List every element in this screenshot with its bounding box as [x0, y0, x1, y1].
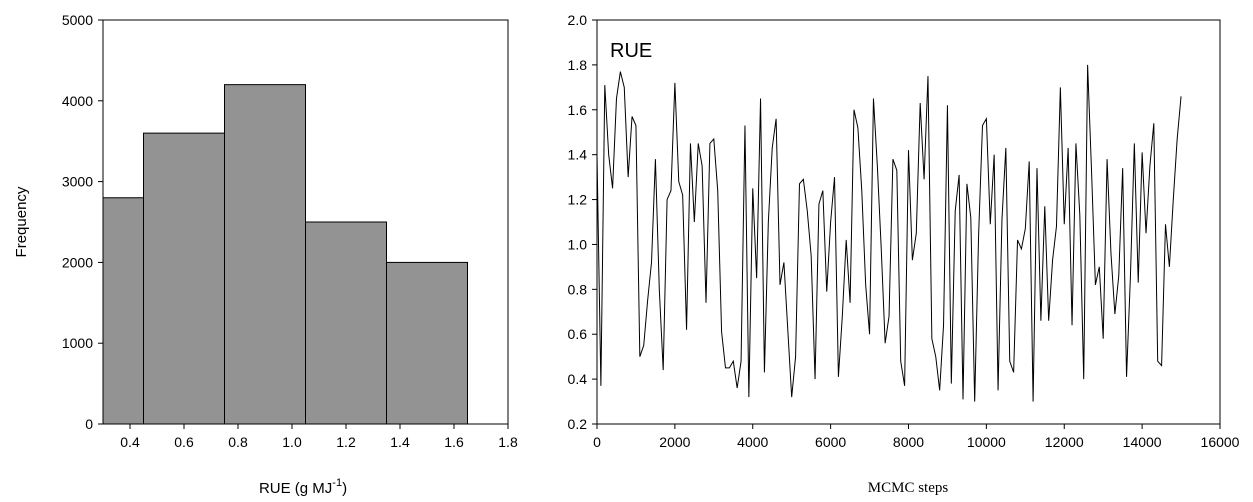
trace-y-tick-label: 1.4: [568, 147, 588, 163]
histogram-y-tick-label: 4000: [62, 93, 93, 109]
trace-y-tick-label: 1.6: [568, 102, 588, 118]
histogram-bar-0: [102, 197, 144, 425]
trace-y-tick-label: 1.2: [568, 192, 588, 208]
trace-y-tick-label: 2.0: [568, 12, 588, 28]
histogram-bar-4: [386, 261, 468, 425]
trace-x-axis-title: MCMC steps: [868, 480, 949, 496]
trace-x-tick-label: 6000: [815, 434, 846, 450]
histogram-y-tick-label: 0: [85, 416, 93, 432]
trace-x-tick-label: 14000: [1123, 434, 1162, 450]
trace-x-tick-label: 2000: [659, 434, 690, 450]
histogram-x-tick-label: 1.4: [390, 434, 410, 450]
histogram-y-tick-label: 3000: [62, 174, 93, 190]
histogram-y-tick-label: 1000: [62, 335, 93, 351]
histogram-x-tick-label: 1.2: [336, 434, 356, 450]
trace-x-tick-label: 8000: [893, 434, 924, 450]
trace-y-tick-label: 0.6: [568, 326, 588, 342]
trace-x-tick-label: 4000: [737, 434, 768, 450]
histogram-y-tick-label: 2000: [62, 254, 93, 270]
trace-panel-label: RUE: [610, 40, 652, 62]
trace-y-tick-label: 0.2: [568, 416, 588, 432]
histogram-x-axis-title: RUE (g MJ-1): [259, 477, 347, 497]
histogram-y-axis-title: Frequency: [13, 186, 30, 257]
histogram-x-ticks: 0.4 0.6 0.8 1.0 1.2 1.4 1.6 1.8: [120, 424, 518, 450]
histogram-bars: [102, 84, 468, 425]
histogram-bar-3: [305, 221, 387, 425]
histogram-x-tick-label: 0.8: [228, 434, 248, 450]
histogram-plot-frame: [102, 19, 509, 425]
trace-y-ticks: 0.2 0.4 0.6 0.8 1.0 1.2 1.4 1.6 1.8 2.0: [568, 12, 597, 432]
trace-x-tick-label: 0: [593, 434, 601, 450]
trace-y-tick-label: 1.0: [568, 236, 588, 252]
histogram-bar-2: [224, 84, 306, 425]
histogram-x-tick-label: 1.0: [282, 434, 302, 450]
trace-x-ticks: 0 2000 4000 6000 8000 10000 12000 14000 16000: [593, 424, 1240, 450]
trace-y-tick-label: 0.8: [568, 281, 588, 297]
histogram-x-tick-label: 0.6: [174, 434, 194, 450]
trace-y-tick-label: 1.8: [568, 57, 588, 73]
trace-x-tick-label: 16000: [1201, 434, 1240, 450]
histogram-panel: 0.4 0.6 0.8 1.0 1.2 1.4 1.6 1.8 0 1000 2000 3000 40…: [13, 12, 518, 497]
trace-panel: 0 2000 4000 6000 8000 10000 12000 14000 16000 0.…: [568, 12, 1240, 496]
histogram-y-tick-label: 5000: [62, 12, 93, 28]
trace-y-tick-label: 0.4: [568, 371, 588, 387]
trace-series-line: [596, 64, 1182, 402]
trace-x-tick-label: 10000: [967, 434, 1006, 450]
histogram-x-tick-label: 1.6: [444, 434, 464, 450]
histogram-x-tick-label: 1.8: [498, 434, 518, 450]
histogram-y-ticks: 0 1000 2000 3000 4000 5000: [62, 12, 103, 432]
histogram-bar-1: [143, 132, 225, 425]
histogram-x-tick-label: 0.4: [120, 434, 140, 450]
trace-x-tick-label: 12000: [1045, 434, 1084, 450]
